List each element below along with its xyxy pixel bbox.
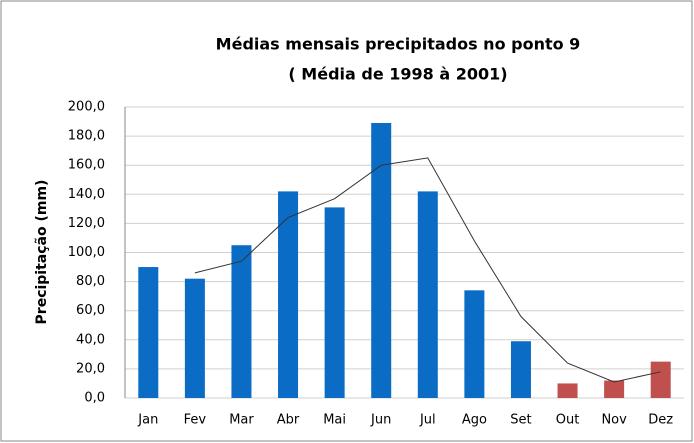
x-tick-label: Fev: [184, 413, 207, 428]
x-tick-label: Jul: [419, 413, 436, 428]
bar: [184, 278, 205, 398]
y-tick-label: 40,0: [76, 332, 105, 347]
y-tick-label: 140,0: [68, 187, 105, 202]
bar: [138, 267, 159, 398]
y-tick-label: 120,0: [68, 216, 105, 231]
bar: [464, 290, 485, 398]
x-tick-label: Mai: [323, 413, 346, 428]
y-tick-label: 60,0: [76, 303, 105, 318]
bar: [278, 191, 299, 398]
trend-line: [194, 157, 661, 383]
y-axis-label: Precipitação (mm): [34, 180, 50, 325]
y-tick-label: 20,0: [76, 361, 105, 376]
bar: [231, 245, 252, 398]
x-tick-label: Jan: [137, 413, 158, 428]
y-tick-label: 160,0: [68, 158, 105, 173]
x-tick-label: Nov: [601, 413, 627, 428]
x-tick-label: Abr: [277, 413, 300, 428]
x-tick-label: Dez: [648, 413, 673, 428]
bar: [604, 380, 625, 398]
y-tick-label: 0,0: [84, 391, 105, 406]
bar: [417, 191, 438, 398]
bar: [510, 341, 531, 398]
bar: [557, 383, 578, 398]
y-tick-label: 100,0: [68, 245, 105, 260]
chart-title: Médias mensais precipitados no ponto 9: [216, 35, 581, 54]
bar: [371, 123, 392, 398]
x-tick-label: Set: [510, 413, 531, 428]
x-tick-label: Jun: [370, 413, 391, 428]
x-tick-label: Out: [556, 413, 580, 428]
y-tick-label: 200,0: [68, 100, 105, 115]
bar: [650, 361, 671, 398]
x-tick-label: Ago: [462, 413, 487, 428]
chart-subtitle: ( Média de 1998 à 2001): [288, 65, 507, 84]
bar: [324, 207, 345, 398]
x-tick-label: Mar: [229, 413, 254, 428]
y-tick-label: 180,0: [68, 129, 105, 144]
y-tick-label: 80,0: [76, 274, 105, 289]
